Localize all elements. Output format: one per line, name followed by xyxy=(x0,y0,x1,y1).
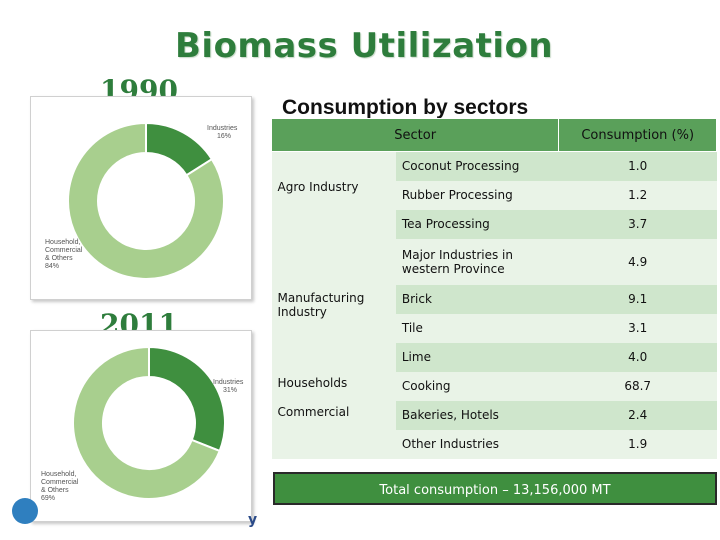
table-row: Manufacturing Industry Major Industries … xyxy=(271,238,717,372)
industries-name: Industries xyxy=(207,125,238,132)
sector-cell: Coconut Processing xyxy=(395,151,559,181)
consumption-table: Sector Consumption (%) Agro Industry Coc… xyxy=(270,118,717,459)
table-row: Households Cooking 68.7 xyxy=(271,371,717,401)
household-pct: 84% xyxy=(45,263,60,270)
footer-text-fragment: y xyxy=(248,512,258,528)
table-row: Tile 3.1 xyxy=(272,313,717,343)
household-slice xyxy=(67,121,225,280)
value-cell: 1.0 xyxy=(558,151,717,181)
total-consumption-banner: Total consumption – 13,156,000 MT xyxy=(273,472,717,505)
donut-chart-2011: Industries 31% Household, Commercial & O… xyxy=(30,330,252,522)
household-slice xyxy=(72,345,221,500)
household-label-2011: Household, Commercial & Others 69% xyxy=(41,471,78,503)
value-cell: 4.0 xyxy=(558,342,717,372)
household-pct: 69% xyxy=(41,495,56,502)
value-cell: 1.9 xyxy=(558,429,717,459)
household-label-1990: Household, Commercial & Others 84% xyxy=(45,239,82,271)
header-sector: Sector xyxy=(270,118,560,152)
household-line: Commercial xyxy=(41,479,79,486)
category-label: Manufacturing Industry xyxy=(277,290,365,319)
value-cell: 1.2 xyxy=(558,180,717,210)
table-row: Agro Industry Coconut Processing 1.0 xyxy=(271,151,717,239)
sector-cell: Tile xyxy=(395,313,559,343)
household-line: Commercial xyxy=(45,247,83,254)
industries-label-1990: Industries 16% xyxy=(207,125,237,141)
sector-cell: Bakeries, Hotels xyxy=(395,400,559,430)
table-row: Other Industries 1.9 xyxy=(272,429,717,459)
table-title: Consumption by sectors xyxy=(282,96,529,119)
household-line: & Others xyxy=(41,487,69,494)
category-label: Households xyxy=(277,375,348,390)
sector-cell: Major Industries in western Province xyxy=(395,238,559,285)
slide-title: Biomass Utilization xyxy=(175,26,554,66)
table-row: Brick 9.1 xyxy=(272,284,717,314)
donut-svg-2011 xyxy=(72,345,226,500)
sector-cell: Brick xyxy=(395,284,559,314)
donut-svg-1990 xyxy=(67,121,225,280)
table-row: Tea Processing 3.7 xyxy=(272,209,717,239)
table-row: Lime 4.0 xyxy=(272,342,717,372)
header-consumption: Consumption (%) xyxy=(558,118,717,152)
table-row: Commercial Bakeries, Hotels 2.4 xyxy=(271,400,717,459)
value-cell: 4.9 xyxy=(558,238,717,285)
category-cell: Agro Industry xyxy=(271,151,396,239)
category-cell: Commercial xyxy=(271,400,396,459)
category-cell: Households xyxy=(271,371,396,401)
sector-cell: Cooking xyxy=(395,371,559,401)
value-cell: 68.7 xyxy=(558,371,717,401)
industries-name: Industries xyxy=(213,379,244,386)
value-cell: 9.1 xyxy=(558,284,717,314)
industries-pct: 16% xyxy=(217,133,232,140)
sector-cell: Lime xyxy=(395,342,559,372)
category-cell: Manufacturing Industry xyxy=(271,238,396,372)
value-cell: 2.4 xyxy=(558,400,717,430)
sector-cell: Other Industries xyxy=(395,429,559,459)
household-line: Household, xyxy=(41,471,77,478)
category-label: Commercial xyxy=(277,404,350,419)
table-header-row: Sector Consumption (%) xyxy=(270,118,717,152)
household-line: Household, xyxy=(45,239,81,246)
value-cell: 3.7 xyxy=(558,209,717,239)
industries-label-2011: Industries 31% xyxy=(213,379,243,395)
donut-chart-1990: Industries 16% Household, Commercial & O… xyxy=(30,96,252,300)
category-label: Agro Industry xyxy=(277,180,359,194)
logo-icon xyxy=(12,498,38,524)
household-line: & Others xyxy=(45,255,73,262)
table-row: Rubber Processing 1.2 xyxy=(272,180,717,210)
sector-cell: Rubber Processing xyxy=(395,180,559,210)
value-cell: 3.1 xyxy=(558,313,717,343)
industries-pct: 31% xyxy=(223,387,238,394)
industries-slice xyxy=(148,345,226,453)
sector-cell: Tea Processing xyxy=(395,209,559,239)
